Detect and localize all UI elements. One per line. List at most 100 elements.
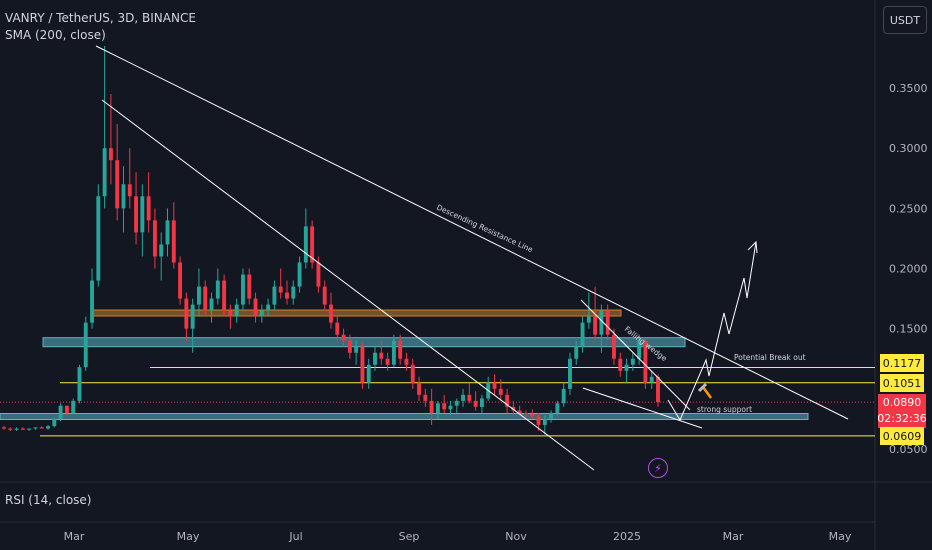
lightning-icon[interactable]: ⚡ <box>648 458 668 478</box>
candle-body <box>347 340 352 353</box>
candle-body <box>259 310 264 317</box>
candle-body <box>605 310 610 335</box>
candle-body <box>266 304 271 311</box>
current-price-tag: 0.0890 02:32:36 <box>877 394 927 428</box>
candle-body <box>637 340 642 359</box>
x-tick-label: Jul <box>288 530 302 543</box>
candle-body <box>234 304 239 317</box>
candle-body <box>90 280 94 323</box>
levels <box>0 367 875 437</box>
candle-body <box>423 394 428 401</box>
candle-body <box>316 262 321 287</box>
candle-body <box>14 428 19 430</box>
candle-body <box>228 310 233 317</box>
candle-body <box>152 220 157 257</box>
candle-body <box>360 346 365 383</box>
y-tick-label: 0.3500 <box>889 82 928 95</box>
candle-body <box>196 286 201 305</box>
candle-body <box>341 334 346 341</box>
candle-body <box>429 400 434 413</box>
candle-body <box>222 280 227 311</box>
candle-body <box>329 304 333 323</box>
hammer-head <box>697 382 708 393</box>
candle-body <box>272 286 277 305</box>
current-price: 0.0890 <box>882 396 922 409</box>
candle-body <box>517 410 522 413</box>
candle-body <box>46 426 50 429</box>
y-tick-label: 0.1500 <box>889 323 928 336</box>
zone-orange <box>90 309 622 317</box>
candle-body <box>656 376 660 403</box>
candle-body <box>479 398 484 407</box>
candle-body <box>366 364 371 383</box>
chart-header: VANRY / TetherUS, 3D, BINANCE SMA (200, … <box>5 10 196 44</box>
candle-body <box>278 286 283 293</box>
candle-body <box>530 414 535 417</box>
candle-body <box>593 316 598 335</box>
candle-body <box>511 406 516 411</box>
candle-body <box>33 427 38 429</box>
candle-body <box>303 226 308 263</box>
candle-body <box>20 428 25 430</box>
projected-path <box>667 241 757 422</box>
candle-body <box>561 388 566 404</box>
candle-body <box>649 376 654 383</box>
candle-body <box>115 160 120 209</box>
candle-body <box>159 244 164 257</box>
candle-body <box>127 184 132 197</box>
y-tick-label: 0.2500 <box>889 202 928 215</box>
candle-body <box>335 322 340 335</box>
candle-countdown: 02:32:36 <box>877 412 927 425</box>
y-tick-label: 0.3000 <box>889 142 928 155</box>
candle-body <box>241 274 245 305</box>
candle-body <box>435 403 440 413</box>
candle-body <box>165 220 170 245</box>
projection-arrow-head <box>747 240 758 254</box>
candle-body <box>417 382 421 395</box>
candle-body <box>297 262 302 287</box>
symbol-title[interactable]: VANRY / TetherUS, 3D, BINANCE <box>5 11 196 25</box>
candle-body <box>630 358 635 365</box>
candle-body <box>184 298 189 329</box>
candle-body <box>209 298 214 311</box>
x-tick-label: Nov <box>505 530 527 543</box>
rsi-indicator-label[interactable]: RSI (14, close) <box>5 493 92 507</box>
candle-body <box>461 394 466 401</box>
candle-body <box>247 274 252 299</box>
candle-body <box>542 418 547 425</box>
candle-body <box>473 400 478 407</box>
candle-body <box>618 358 623 371</box>
candle-body <box>624 364 629 371</box>
candle-body <box>140 196 145 233</box>
candles <box>2 45 660 435</box>
candle-body <box>505 394 510 407</box>
x-tick-label: Mar <box>723 530 744 543</box>
hammer-handle <box>701 386 713 399</box>
candle-body <box>549 412 554 419</box>
annotation-breakout: Potential Break out <box>734 353 806 362</box>
candle-body <box>379 352 384 359</box>
y-tick-label: 0.0500 <box>889 443 928 456</box>
candle-body <box>108 148 113 161</box>
currency-button[interactable]: USDT <box>883 6 927 34</box>
x-tick-label: May <box>829 530 852 543</box>
y-tick-label: 0.2000 <box>889 263 928 276</box>
candle-body <box>285 292 289 299</box>
candle-body <box>310 226 315 263</box>
indicator-label[interactable]: SMA (200, close) <box>5 28 106 42</box>
candle-body <box>146 196 151 221</box>
candle-body <box>410 364 415 383</box>
wedge-lower-line <box>582 387 703 429</box>
x-tick-label: May <box>177 530 200 543</box>
candle-body <box>612 334 616 359</box>
candle-body <box>190 304 195 329</box>
trendlines <box>95 45 849 471</box>
inner-trendline <box>101 99 595 471</box>
candle-body <box>385 358 390 365</box>
candle-body <box>171 220 176 263</box>
candle-body <box>27 428 32 430</box>
candle-body <box>398 340 403 359</box>
candle-body <box>134 196 139 233</box>
candle-body <box>574 346 579 359</box>
candle-body <box>39 427 44 429</box>
